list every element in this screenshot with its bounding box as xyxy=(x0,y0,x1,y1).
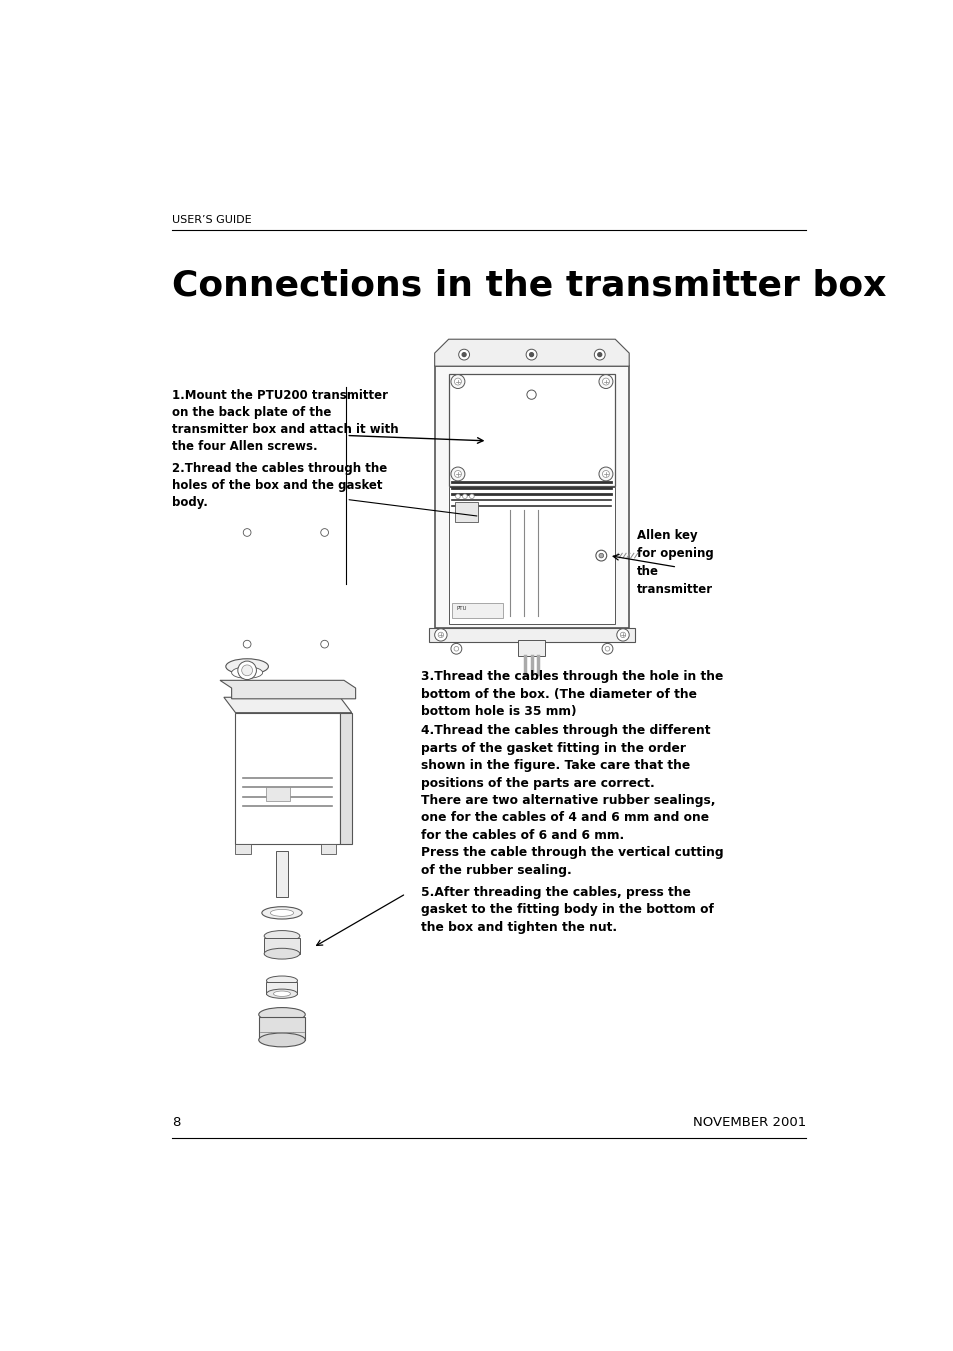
Circle shape xyxy=(602,378,609,385)
Text: Connections in the transmitter box: Connections in the transmitter box xyxy=(172,269,885,303)
Circle shape xyxy=(451,467,464,481)
Circle shape xyxy=(604,646,609,651)
FancyBboxPatch shape xyxy=(275,851,288,897)
Text: There are two alternative rubber sealings,
one for the cables of 4 and 6 mm and : There are two alternative rubber sealing… xyxy=(421,793,723,877)
Polygon shape xyxy=(220,681,355,698)
Text: 4.Thread the cables through the different
parts of the gasket fitting in the ord: 4.Thread the cables through the differen… xyxy=(421,724,710,790)
Circle shape xyxy=(451,374,464,389)
Circle shape xyxy=(596,550,606,561)
Circle shape xyxy=(525,349,537,359)
Circle shape xyxy=(598,467,612,481)
Ellipse shape xyxy=(266,975,297,985)
FancyBboxPatch shape xyxy=(429,628,634,642)
FancyBboxPatch shape xyxy=(258,1017,305,1040)
Circle shape xyxy=(469,494,474,499)
Circle shape xyxy=(454,646,458,651)
FancyBboxPatch shape xyxy=(452,603,502,617)
Circle shape xyxy=(529,353,533,357)
Circle shape xyxy=(462,494,467,499)
FancyBboxPatch shape xyxy=(455,503,477,521)
FancyBboxPatch shape xyxy=(266,982,297,994)
Text: USER’S GUIDE: USER’S GUIDE xyxy=(172,215,252,226)
FancyBboxPatch shape xyxy=(448,488,615,624)
Circle shape xyxy=(619,632,625,638)
Circle shape xyxy=(320,640,328,648)
Ellipse shape xyxy=(274,992,291,997)
Circle shape xyxy=(456,494,459,499)
Ellipse shape xyxy=(258,1034,305,1047)
Polygon shape xyxy=(340,713,352,843)
FancyBboxPatch shape xyxy=(264,939,299,954)
FancyBboxPatch shape xyxy=(266,788,290,801)
Circle shape xyxy=(243,640,251,648)
Polygon shape xyxy=(224,697,352,713)
Circle shape xyxy=(454,378,461,385)
Text: PTU: PTU xyxy=(456,607,466,611)
Circle shape xyxy=(241,665,253,676)
Ellipse shape xyxy=(232,667,262,678)
Text: 1.Mount the PTU200 transmitter
on the back plate of the
transmitter box and atta: 1.Mount the PTU200 transmitter on the ba… xyxy=(172,389,398,454)
FancyBboxPatch shape xyxy=(320,844,335,854)
Ellipse shape xyxy=(258,1008,305,1021)
Text: 2.Thread the cables through the
holes of the box and the gasket
body.: 2.Thread the cables through the holes of… xyxy=(172,462,387,509)
Circle shape xyxy=(458,349,469,359)
Ellipse shape xyxy=(264,931,299,942)
Circle shape xyxy=(617,628,629,642)
Polygon shape xyxy=(435,339,629,366)
FancyBboxPatch shape xyxy=(517,640,545,655)
Text: 3.Thread the cables through the hole in the
bottom of the box. (The diameter of : 3.Thread the cables through the hole in … xyxy=(421,670,723,719)
Circle shape xyxy=(451,643,461,654)
Text: 5.After threading the cables, press the
gasket to the fitting body in the bottom: 5.After threading the cables, press the … xyxy=(421,886,714,934)
Circle shape xyxy=(598,374,612,389)
Ellipse shape xyxy=(270,909,294,916)
FancyBboxPatch shape xyxy=(435,366,629,628)
Circle shape xyxy=(237,661,256,680)
Circle shape xyxy=(243,528,251,536)
Circle shape xyxy=(526,390,536,400)
FancyBboxPatch shape xyxy=(235,844,251,854)
Circle shape xyxy=(435,628,447,642)
Circle shape xyxy=(437,632,443,638)
Text: 8: 8 xyxy=(172,1116,180,1129)
Circle shape xyxy=(598,554,603,558)
Text: Allen key
for opening
the
transmitter: Allen key for opening the transmitter xyxy=(637,528,713,596)
Circle shape xyxy=(594,349,604,359)
Circle shape xyxy=(602,470,609,477)
Circle shape xyxy=(598,353,601,357)
FancyBboxPatch shape xyxy=(448,374,615,485)
Ellipse shape xyxy=(266,989,297,998)
Ellipse shape xyxy=(264,948,299,959)
Ellipse shape xyxy=(226,659,268,674)
Text: NOVEMBER 2001: NOVEMBER 2001 xyxy=(692,1116,805,1129)
Circle shape xyxy=(454,470,461,477)
Polygon shape xyxy=(235,713,340,843)
Ellipse shape xyxy=(261,907,302,919)
Circle shape xyxy=(601,643,612,654)
Circle shape xyxy=(320,528,328,536)
Circle shape xyxy=(461,353,466,357)
